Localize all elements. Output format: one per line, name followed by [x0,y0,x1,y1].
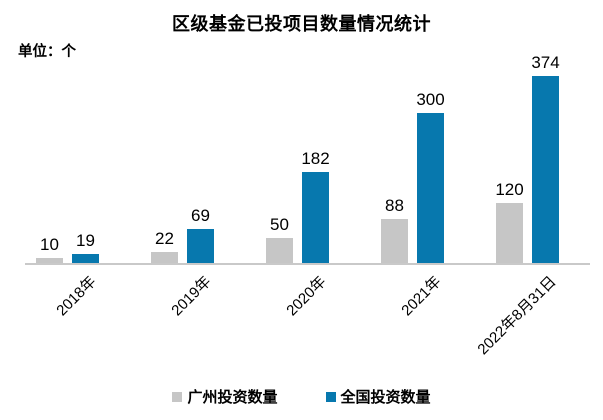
bar-group: 88 300 [355,76,470,263]
legend-label-national: 全国投资数量 [340,389,431,406]
data-label: 88 [385,196,404,215]
legend-swatch-national [325,391,336,402]
data-label: 19 [76,230,95,250]
bar-group: 10 19 [10,76,125,263]
x-axis-label: 2018年 [53,273,100,320]
guangzhou-bar: 88 [381,196,408,263]
legend: 广州投资数量 全国投资数量 [0,386,603,407]
legend-label-guangzhou: 广州投资数量 [187,389,278,406]
data-label: 69 [191,205,210,225]
national-bar: 374 [531,53,560,263]
plot-area: 10 19 22 69 50 182 88 300 120 374 [10,53,585,263]
national-bar: 300 [416,90,445,263]
data-label: 120 [495,180,524,199]
national-bar: 182 [301,149,330,263]
x-axis-line [25,263,590,265]
guangzhou-bar: 120 [495,180,524,263]
guangzhou-bar: 22 [151,229,178,263]
guangzhou-bar: 10 [36,235,63,263]
chart-title: 区级基金已投项目数量情况统计 [172,14,431,34]
bar-group: 22 69 [125,76,240,263]
legend-swatch-guangzhou [172,391,183,402]
guangzhou-bar: 50 [266,215,293,263]
data-label: 10 [40,235,59,254]
data-label: 374 [531,53,560,72]
data-label: 50 [270,215,289,234]
bar-group: 120 374 [470,53,585,263]
data-label: 300 [416,90,445,109]
data-label: 22 [155,229,174,248]
bar-group: 50 182 [240,76,355,263]
national-bar: 69 [187,206,214,263]
unit-label: 单位：个 [18,44,76,60]
x-axis-label: 2022年8月31日 [474,273,560,359]
data-label: 182 [301,149,330,168]
x-axis-label: 2019年 [168,273,215,320]
x-axis-label: 2021年 [398,273,445,320]
national-bar: 19 [72,231,99,263]
x-axis-label: 2020年 [283,273,330,320]
legend-item-guangzhou: 广州投资数量 [172,386,278,407]
legend-item-national: 全国投资数量 [325,386,431,407]
